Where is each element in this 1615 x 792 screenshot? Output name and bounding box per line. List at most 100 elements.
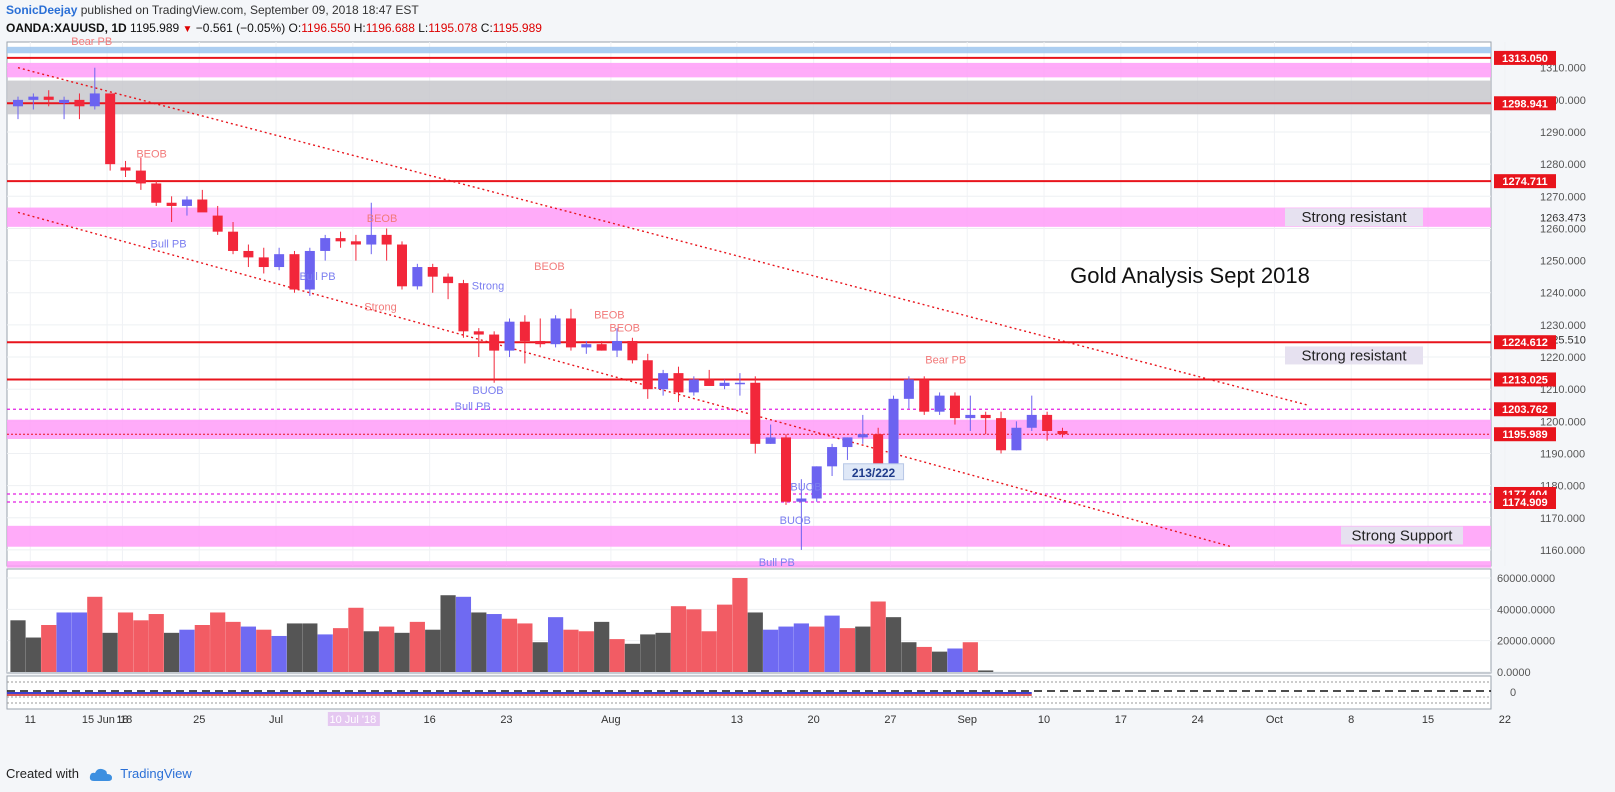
volume-bar: [332, 628, 349, 672]
candle-body: [320, 238, 331, 251]
volume-bar: [578, 631, 594, 672]
candle-body: [980, 414, 991, 419]
date-tick-label: 13: [731, 714, 743, 726]
symbol-label: OANDA:XAUUSD, 1D: [6, 21, 127, 35]
pattern-label: BEOB: [594, 309, 625, 321]
zone-band: [7, 62, 1491, 78]
zone-label-box: [1341, 526, 1463, 545]
volume-bar: [548, 617, 564, 672]
volume-bar: [41, 625, 57, 672]
candle-body: [89, 93, 100, 107]
volume-bar: [885, 617, 902, 672]
tradingview-brand-link[interactable]: TradingView: [120, 766, 192, 781]
volume-bar: [133, 620, 149, 672]
open-label: O:: [288, 21, 302, 35]
close-value: 1195.989: [492, 21, 542, 35]
volume-bar: [532, 642, 548, 672]
author-link[interactable]: SonicDeejay: [6, 3, 78, 17]
date-tick-label: 20: [808, 714, 820, 726]
level-axis-box: [1494, 494, 1556, 509]
zone-label: Strong resistant: [1301, 347, 1407, 364]
volume-bar: [148, 614, 164, 672]
level-axis-label: 1313.050: [1502, 53, 1548, 65]
volume-bar: [225, 621, 241, 672]
date-tick-label: 17: [1115, 714, 1127, 726]
date-tick-label: 8: [1348, 714, 1354, 726]
chart-title: Gold Analysis Sept 2018: [1070, 263, 1310, 288]
candle-body: [427, 267, 438, 277]
candle-body: [704, 379, 715, 386]
pattern-label: Strong: [364, 301, 396, 313]
volume-bar: [655, 632, 671, 672]
trend-line: [17, 67, 1309, 406]
pattern-label: BUOB: [780, 515, 811, 527]
candle-body: [289, 254, 300, 290]
volume-bar: [348, 607, 364, 672]
date-tick-label: 15 Jun '18: [82, 714, 132, 726]
volume-bar: [916, 646, 932, 672]
candle-body: [13, 99, 23, 107]
volume-bar: [455, 596, 472, 672]
volume-tick-label: 0.0000: [1497, 667, 1531, 679]
date-tick-label: Oct: [1266, 714, 1283, 726]
candle-body: [811, 466, 822, 499]
candle-body: [550, 318, 561, 345]
volume-bar: [210, 612, 226, 672]
high-value: 1196.688: [365, 21, 415, 35]
volume-tick-label: 40000.0000: [1497, 604, 1555, 616]
pattern-label: Bull PB: [759, 557, 795, 569]
close-label: C:: [480, 21, 493, 35]
volume-bar: [379, 626, 395, 672]
candle-body: [473, 331, 484, 335]
zone-label-box: [1285, 346, 1423, 365]
volume-bar: [240, 626, 256, 672]
price-tick-label: 1270.000: [1540, 191, 1586, 203]
volume-bar: [686, 609, 702, 672]
level-axis-box: [1494, 402, 1556, 417]
candle-body: [996, 418, 1007, 451]
volume-tick-label: 20000.0000: [1497, 636, 1555, 648]
candle-body: [350, 241, 361, 245]
candle-body: [565, 318, 576, 348]
candle-body: [1042, 414, 1053, 431]
level-axis-label: 1174.909: [1502, 497, 1547, 509]
date-tick-label: 16: [424, 714, 436, 726]
volume-bar: [901, 642, 917, 672]
level-axis-box: [1494, 174, 1556, 189]
pattern-label: Bear PB: [71, 36, 112, 48]
candle-body: [965, 414, 976, 419]
date-tick-label: 23: [500, 714, 512, 726]
candle-body: [919, 379, 930, 412]
zone-label-box: [1285, 208, 1423, 227]
date-tick-label: Sep: [957, 714, 977, 726]
price-tick-label: 1290.000: [1540, 127, 1586, 139]
volume-bar: [594, 621, 610, 672]
zone-band: [7, 419, 1491, 440]
level-axis-label: 1298.941: [1502, 98, 1548, 110]
volume-bar: [486, 614, 502, 672]
volume-bar: [778, 626, 794, 672]
candle-body: [74, 99, 85, 107]
volume-bar: [609, 639, 625, 672]
volume-bar: [962, 642, 978, 672]
pattern-label: Bull PB: [150, 239, 186, 251]
pattern-label: Bear PB: [925, 354, 966, 366]
candle-body: [627, 340, 638, 361]
candle-body: [366, 234, 377, 245]
volume-bar: [71, 612, 88, 672]
price-tick-label: 1250.000: [1540, 256, 1586, 268]
pattern-label: Bull PB: [455, 401, 491, 413]
level-axis-label: 1274.711: [1502, 176, 1547, 188]
candle-body: [934, 395, 945, 412]
volume-bar: [517, 623, 533, 672]
volume-bar: [271, 635, 287, 672]
candle-body: [274, 254, 285, 268]
pattern-label: BEOB: [136, 149, 167, 161]
volume-bar: [286, 623, 303, 672]
volume-bar: [440, 595, 456, 672]
volume-bar: [256, 629, 272, 672]
volume-bar: [701, 631, 717, 672]
price-tick-label: 1200.000: [1540, 416, 1586, 428]
candle-body: [796, 498, 807, 502]
